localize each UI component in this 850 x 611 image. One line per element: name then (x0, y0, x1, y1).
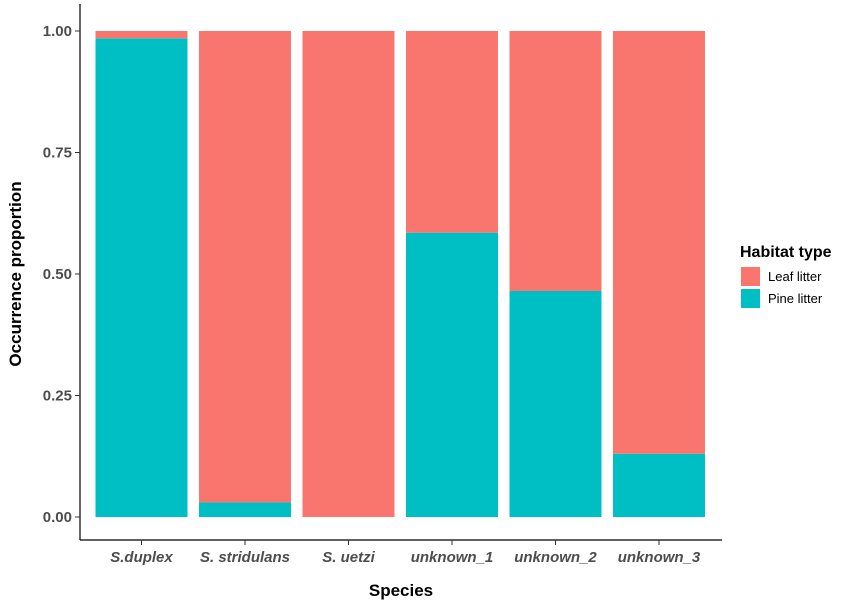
bar-leaf-litter (509, 31, 602, 292)
legend: Habitat type Leaf litter Pine litter (740, 244, 832, 308)
x-tick-label: unknown_2 (514, 549, 597, 566)
bar-pine-litter (95, 38, 188, 517)
bar-pine-litter (509, 291, 602, 517)
bar-leaf-litter (406, 31, 498, 233)
legend-swatch (741, 267, 760, 286)
y-axis-title: Occurrence proportion (6, 181, 25, 366)
y-ticks: 0.00 0.25 0.50 0.75 1.00 (43, 23, 80, 526)
axes-layer (79, 4, 722, 541)
legend-label: Leaf litter (768, 269, 822, 284)
x-ticks: S.duplex S. stridulans S. uetzi unknown_1 un… (110, 540, 701, 566)
y-tick-label: 1.00 (43, 23, 72, 40)
bar-leaf-litter (95, 31, 188, 39)
x-axis-title: Species (369, 581, 433, 600)
bar-leaf-litter (199, 31, 291, 503)
legend-items: Leaf litter Pine litter (741, 267, 823, 308)
bar-leaf-litter (302, 31, 395, 517)
y-tick-label: 0.50 (43, 266, 72, 283)
bar-pine-litter (199, 502, 291, 517)
bars-layer (95, 31, 705, 517)
y-tick-label: 0.75 (43, 145, 72, 162)
x-tick-label: S. stridulans (200, 549, 290, 566)
bar-leaf-litter (613, 31, 705, 454)
legend-title: Habitat type (740, 244, 832, 261)
x-tick-label: S.duplex (110, 549, 173, 566)
legend-swatch (741, 289, 760, 308)
bar-pine-litter (613, 453, 705, 517)
y-tick-label: 0.00 (43, 509, 72, 526)
y-tick-label: 0.25 (43, 388, 72, 405)
x-tick-label: unknown_1 (411, 549, 494, 566)
bar-pine-litter (406, 232, 498, 517)
legend-label: Pine litter (768, 291, 823, 306)
x-tick-label: S. uetzi (322, 549, 375, 566)
x-tick-label: unknown_3 (618, 549, 701, 566)
